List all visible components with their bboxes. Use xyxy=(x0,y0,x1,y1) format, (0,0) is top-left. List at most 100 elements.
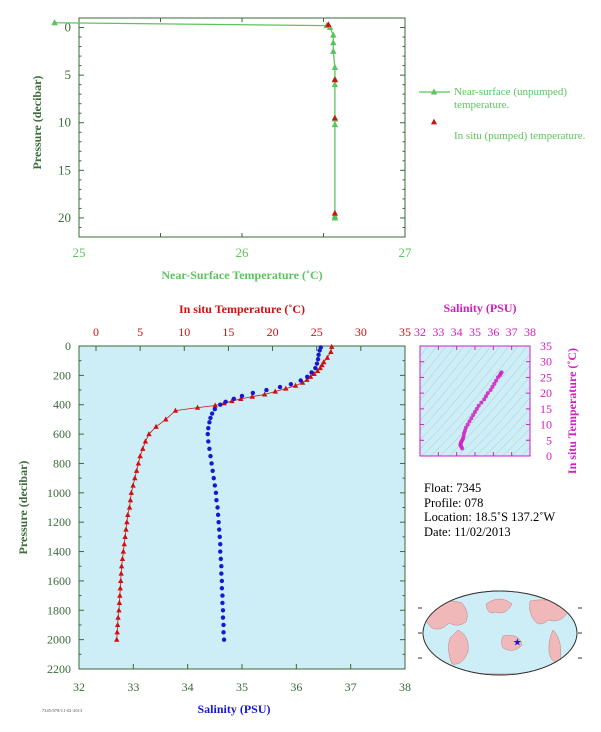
y-tick-label: 1200 xyxy=(47,515,71,529)
temperature-tick-label: 20 xyxy=(267,325,279,339)
salinity-point xyxy=(218,402,223,407)
density-contour xyxy=(520,446,530,456)
salinity-point xyxy=(212,406,218,412)
y-tick-label: 1800 xyxy=(47,603,71,617)
ts-point xyxy=(484,394,488,399)
temperature-point xyxy=(272,388,278,394)
density-contour xyxy=(420,346,501,441)
temperature-point xyxy=(114,629,120,635)
salinity-point xyxy=(210,468,215,473)
temperature-point xyxy=(314,367,321,374)
salinity-tick-label: 32 xyxy=(73,680,85,694)
temperature-point xyxy=(249,393,255,399)
temperature-point xyxy=(311,370,317,376)
temperature-point xyxy=(128,489,135,495)
ts-point xyxy=(467,419,472,424)
legend-label-unpumped: Near-surface (unpumped) temperature. xyxy=(454,86,568,111)
unpumped-temperature-point xyxy=(330,47,337,54)
salinity-point xyxy=(207,446,212,451)
location-text: Location: 18.5˚S 137.2˚W xyxy=(424,510,556,524)
ts-y-axis-label: In situ Temperature (˚C) xyxy=(565,348,579,474)
temperature-point xyxy=(118,563,125,569)
density-contour xyxy=(420,346,429,357)
float-number: Float: 7345 xyxy=(424,481,482,495)
legend-label-pumped: In situ (pumped) temperature. xyxy=(454,130,586,142)
ts-x-tick-label: 33 xyxy=(432,325,444,339)
temperature-point xyxy=(119,555,126,561)
density-contour xyxy=(493,418,530,456)
temperature-point xyxy=(117,585,123,591)
temperature-point xyxy=(116,607,122,613)
y-tick-label: 1000 xyxy=(47,486,71,500)
temperature-point xyxy=(125,511,131,517)
salinity-point xyxy=(215,512,221,518)
ts-y-tick-label: 10 xyxy=(540,418,552,432)
salinity-point xyxy=(208,415,213,421)
map-land xyxy=(423,598,577,675)
near-surface-frame xyxy=(78,17,406,238)
temperature-point xyxy=(116,599,123,606)
salinity-point xyxy=(214,497,219,503)
temperature-tick-label: 5 xyxy=(137,325,143,339)
temperature-point xyxy=(114,621,121,628)
date-text: Date: 11/02/2013 xyxy=(424,524,511,539)
legend-entry-pumped: In situ (pumped) temperature. xyxy=(418,130,601,143)
temperature-tick-label: 35 xyxy=(399,325,411,339)
temperature-point xyxy=(118,570,124,576)
salinity-point xyxy=(277,384,283,390)
ts-y-tick-label: 25 xyxy=(540,370,552,384)
salinity-point xyxy=(298,378,303,383)
salinity-point xyxy=(208,453,213,459)
ts-point xyxy=(473,410,477,414)
temperature-tick-label: 0 xyxy=(93,325,99,339)
salinity-point xyxy=(216,527,222,532)
y-tick-label: 600 xyxy=(53,427,71,441)
temperature-point xyxy=(122,533,128,539)
map-landmass xyxy=(548,629,561,662)
temperature-point xyxy=(115,614,121,620)
unpumped-temperature-point xyxy=(331,214,339,221)
density-contour xyxy=(484,407,530,456)
salinity-point xyxy=(231,396,237,402)
pumped-temperature-point xyxy=(331,76,338,83)
temperature-tick-label: 25 xyxy=(311,325,323,339)
x-tick-label: 25 xyxy=(73,245,86,260)
ts-x-axis-label: Salinity (PSU) xyxy=(443,301,516,315)
temperature-point xyxy=(118,577,124,584)
temperature-point xyxy=(229,398,235,404)
salinity-point xyxy=(221,637,227,642)
y-tick-label: 1600 xyxy=(47,574,71,588)
unpumped-temperature-point xyxy=(51,19,58,26)
x-tick-label: 26 xyxy=(236,245,250,260)
legend-entry-unpumped: Near-surface (unpumped) temperature. xyxy=(418,86,601,112)
unpumped-temperature-point xyxy=(330,39,337,46)
ts-point xyxy=(499,370,504,375)
y-axis-label: Pressure (decibar) xyxy=(30,76,44,170)
salinity-point xyxy=(219,578,225,584)
ts-point xyxy=(471,413,476,418)
salinity-point xyxy=(220,615,226,620)
salinity-point xyxy=(216,519,221,525)
ts-point xyxy=(462,428,467,433)
density-contour xyxy=(420,346,474,411)
salinity-point xyxy=(206,439,211,444)
salinity-point xyxy=(288,381,294,387)
salinity-point xyxy=(264,387,269,393)
density-contour xyxy=(439,353,530,456)
salinity-point xyxy=(220,593,225,598)
x-axis-label: Near-Surface Temperature (˚C) xyxy=(161,268,322,282)
salinity-point xyxy=(205,431,210,437)
map-border xyxy=(422,590,578,676)
legend-marker-unpumped xyxy=(430,88,438,95)
density-contours xyxy=(420,346,530,456)
salinity-point xyxy=(220,608,226,613)
ts-x-tick-label: 35 xyxy=(469,325,481,339)
temperature-point xyxy=(212,402,218,408)
y-tick-label: 2000 xyxy=(47,633,71,647)
salinity-point xyxy=(219,571,224,576)
ts-x-tick-label: 36 xyxy=(487,325,499,339)
salinity-point xyxy=(221,630,226,635)
ts-x-tick-label: 34 xyxy=(451,325,463,339)
